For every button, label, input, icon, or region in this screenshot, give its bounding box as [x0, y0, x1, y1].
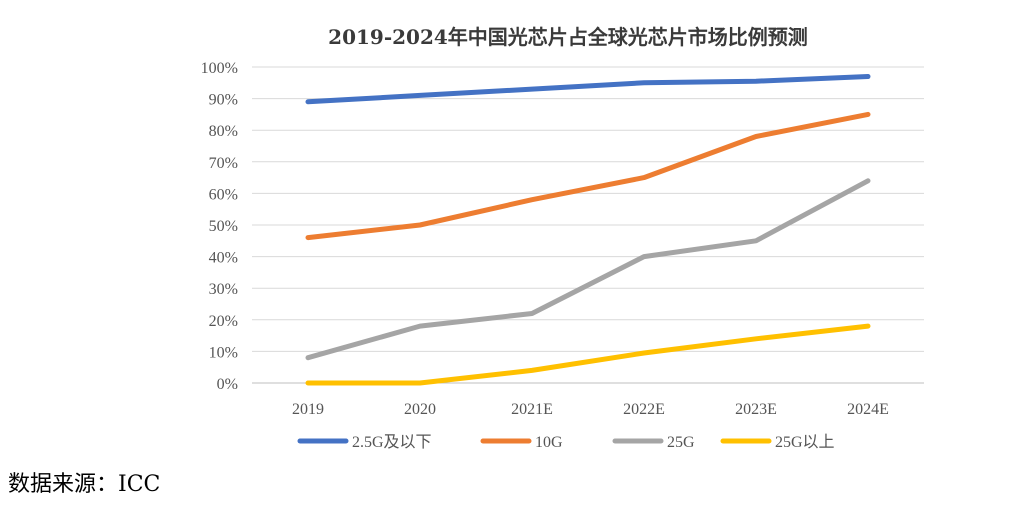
x-axis-ticks: 2019 2020 2021E 2022E 2023E 2024E	[292, 401, 889, 418]
legend-label: 10G	[535, 434, 563, 451]
y-tick-label: 50%	[209, 218, 238, 235]
y-axis-ticks: 0% 10% 20% 30% 40% 50% 60% 70% 80% 90% 100%	[201, 60, 238, 393]
legend-label: 2.5G及以下	[352, 434, 432, 451]
data-source-note: 数据来源：ICC	[8, 472, 161, 497]
y-tick-label: 90%	[209, 92, 238, 109]
y-tick-label: 30%	[209, 281, 238, 298]
x-tick-label: 2019	[292, 401, 324, 418]
x-tick-label: 2022E	[623, 401, 665, 418]
y-tick-label: 40%	[209, 250, 238, 267]
y-tick-label: 80%	[209, 123, 238, 140]
legend: 2.5G及以下 10G 25G 25G以上	[297, 433, 835, 451]
y-tick-label: 10%	[209, 344, 238, 361]
series-line	[305, 178, 871, 361]
y-tick-label: 100%	[201, 60, 238, 77]
series-line	[305, 323, 871, 386]
series-lines	[305, 74, 871, 386]
series-line	[305, 74, 871, 105]
chart-title: 2019-2024年中国光芯片占全球光芯片市场比例预测	[328, 25, 808, 49]
line-chart: 2019-2024年中国光芯片占全球光芯片市场比例预测 0% 10% 20% 30% 4…	[201, 25, 924, 451]
y-tick-label: 60%	[209, 186, 238, 203]
legend-label: 25G	[667, 434, 695, 451]
legend-label: 25G以上	[775, 433, 835, 451]
gridlines	[252, 66, 924, 384]
x-tick-label: 2024E	[847, 401, 889, 418]
series-line	[305, 111, 871, 241]
y-tick-label: 70%	[209, 155, 238, 172]
x-tick-label: 2023E	[735, 401, 777, 418]
x-tick-label: 2020	[404, 401, 436, 418]
y-tick-label: 0%	[217, 376, 238, 393]
x-tick-label: 2021E	[511, 401, 553, 418]
y-tick-label: 20%	[209, 313, 238, 330]
